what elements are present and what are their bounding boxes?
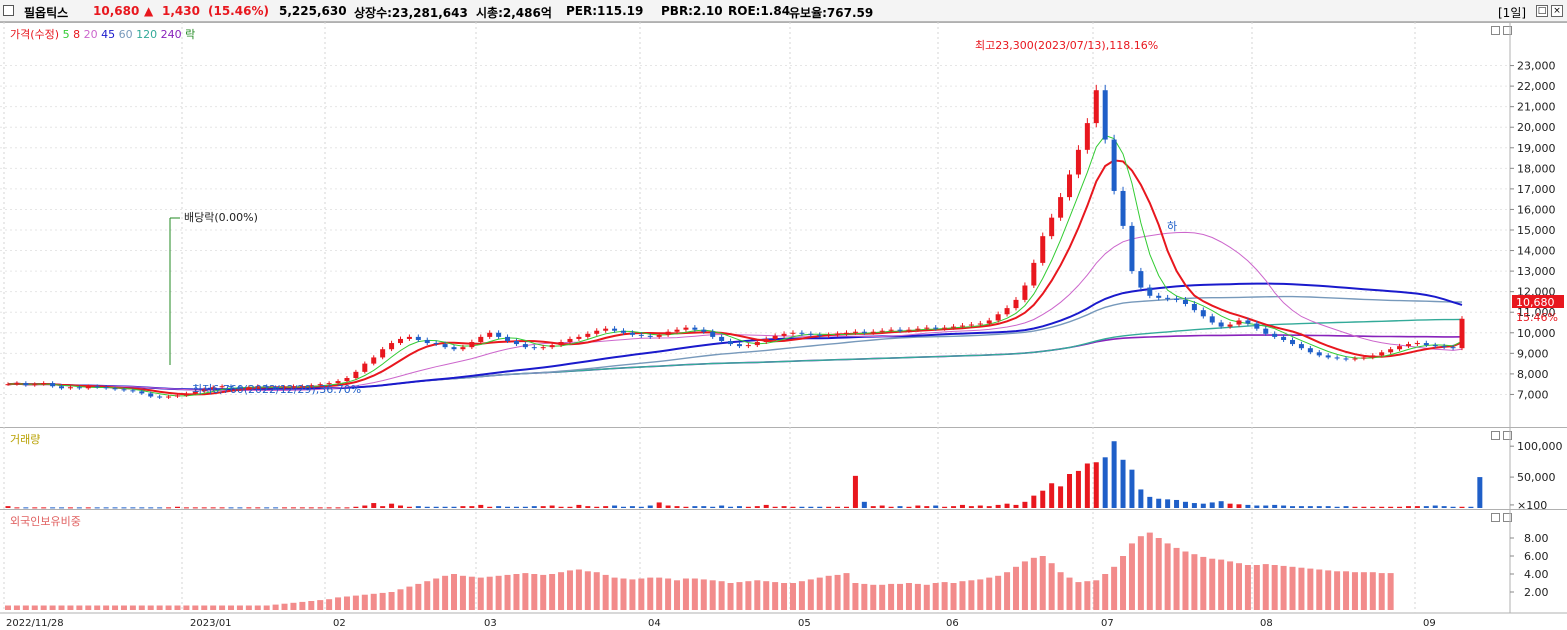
x-tick-label: 2023/01 (190, 618, 232, 629)
volume-panel: 거래량 (0, 427, 1567, 509)
x-tick-label: 04 (648, 618, 661, 629)
reserve-ratio: 유보율:767.59 (789, 6, 874, 20)
foreign-close-icon[interactable] (1503, 513, 1512, 522)
legend-ma60[interactable]: 60 (118, 28, 133, 41)
volume-close-icon[interactable] (1503, 431, 1512, 440)
top-info-bar: 필옵틱스 10,680 ▲ 1,430 (15.46%) 5,225,630 상… (0, 0, 1567, 22)
x-tick-label: 06 (946, 618, 959, 629)
close-icon[interactable]: × (1551, 5, 1563, 17)
legend-ma5[interactable]: 5 (62, 28, 70, 41)
per-value: PER:115.19 (566, 4, 644, 18)
stock-name: 필옵틱스 (24, 6, 69, 20)
x-tick-label: 09 (1423, 618, 1436, 629)
legend-ma240[interactable]: 240 (160, 28, 182, 41)
foreign-panel: 외국인보유비중 (0, 509, 1567, 613)
listed-shares: 상장수:23,281,643 (354, 6, 468, 20)
pbr-value: PBR:2.10 (661, 4, 723, 18)
foreign-legend: 외국인보유비중 (10, 515, 81, 528)
market-cap: 시총:2,486억 (476, 6, 552, 20)
legend-ma8[interactable]: 8 (73, 28, 81, 41)
panel-close-icon[interactable] (1503, 26, 1512, 35)
legend-price-label: 가격(수정) (10, 28, 60, 41)
x-tick-label: 05 (798, 618, 811, 629)
roe-value: ROE:1.84 (728, 4, 791, 18)
x-tick-label: 07 (1101, 618, 1114, 629)
foreign-minimize-icon[interactable] (1491, 513, 1500, 522)
x-tick-label: 02 (333, 618, 346, 629)
maximize-icon[interactable]: □ (1536, 5, 1548, 17)
x-tick-label: 08 (1260, 618, 1273, 629)
select-checkbox[interactable] (3, 5, 14, 16)
x-tick-label: 03 (484, 618, 497, 629)
legend-ma120[interactable]: 120 (136, 28, 158, 41)
price-panel: 가격(수정) 5 8 20 45 60 120 240 락 (0, 22, 1567, 427)
legend-ma45[interactable]: 45 (101, 28, 116, 41)
x-tick-label: 2022/11/28 (6, 618, 64, 629)
price-legend: 가격(수정) 5 8 20 45 60 120 240 락 (10, 26, 195, 42)
panel-minimize-icon[interactable] (1491, 26, 1500, 35)
volume-minimize-icon[interactable] (1491, 431, 1500, 440)
period-selector[interactable]: [1일] (1498, 6, 1527, 20)
current-price: 10,680 (93, 4, 140, 18)
legend-dividend-suffix: 락 (185, 28, 196, 41)
price-change-pct: (15.46%) (208, 4, 269, 18)
change-arrow-icon: ▲ (144, 4, 154, 18)
volume-value: 5,225,630 (279, 4, 347, 18)
price-change: 1,430 (162, 4, 200, 18)
volume-legend: 거래량 (10, 433, 41, 446)
legend-ma20[interactable]: 20 (83, 28, 98, 41)
